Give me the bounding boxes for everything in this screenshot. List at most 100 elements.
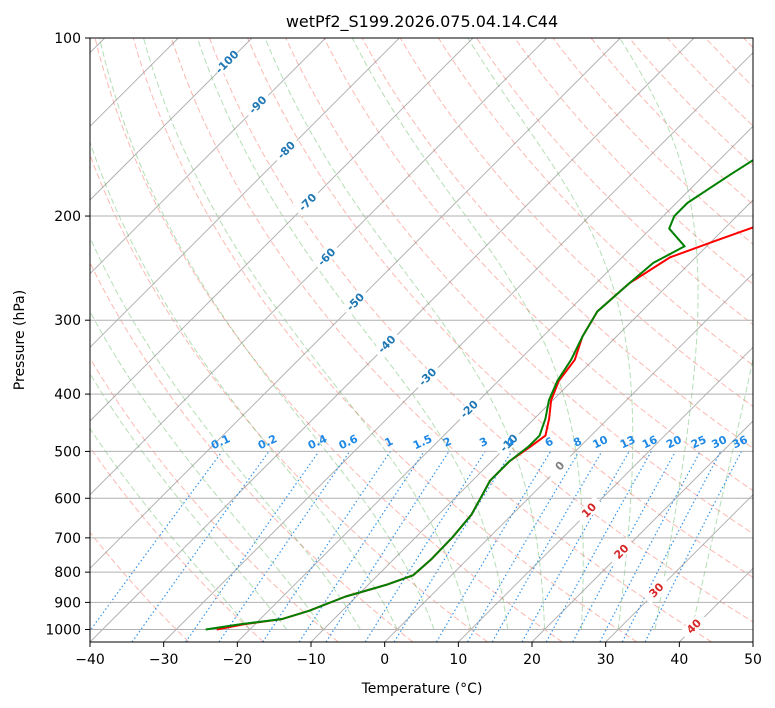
mixing-ratio-label: 1 xyxy=(383,435,395,450)
isotherm-line xyxy=(163,51,753,642)
mixing-ratio-line xyxy=(599,451,701,642)
moist-adiabat xyxy=(691,356,753,630)
mixing-ratio-label: 30 xyxy=(710,433,730,451)
mixing-ratio-line xyxy=(466,451,580,642)
dry-adiabat xyxy=(90,153,488,642)
x-tick-label: 30 xyxy=(597,652,615,668)
mixing-ratio-label: 0.4 xyxy=(306,432,329,452)
dry-adiabat xyxy=(90,446,264,642)
isotherm-label-bg xyxy=(271,135,301,165)
mixing-ratio-line xyxy=(621,451,722,642)
mixing-ratio-label-text: 13 xyxy=(618,433,637,451)
isotherm-line xyxy=(90,38,621,570)
isotherm-label-bg xyxy=(212,47,241,76)
isotherm-line xyxy=(752,641,753,642)
isotherm-label-bg xyxy=(413,362,442,391)
mixing-ratio-line xyxy=(325,451,450,642)
dry-adiabat xyxy=(323,38,753,492)
isotherm-line xyxy=(384,272,753,642)
isotherm-label-bg xyxy=(494,428,523,458)
mixing-ratio-line xyxy=(435,451,552,642)
isotherm-label-bg xyxy=(679,612,708,641)
moist-adiabat xyxy=(90,236,361,630)
isotherm-line xyxy=(605,493,753,642)
dry-adiabat xyxy=(90,531,190,642)
mixing-ratio-line xyxy=(545,451,652,642)
mixing-ratio-line xyxy=(90,451,223,632)
isotherm-label: 30 xyxy=(642,575,671,605)
mixing-ratio-label-text: 3 xyxy=(477,435,489,450)
moist-adiabat xyxy=(196,38,509,630)
mixing-ratio-label: 3 xyxy=(477,435,489,450)
mixing-ratio-label-text: 36 xyxy=(730,433,750,451)
y-axis-title: Pressure (hPa) xyxy=(12,290,28,390)
dry-adiabat xyxy=(514,38,753,285)
isotherm-label-bg xyxy=(454,394,484,424)
dry-adiabat xyxy=(90,357,339,642)
dry-adiabat xyxy=(208,38,753,623)
mixing-ratio-label: 13 xyxy=(618,433,637,451)
mixing-ratio-label: 25 xyxy=(689,433,708,451)
mixing-ratio-line xyxy=(521,451,630,642)
dewpoint-line xyxy=(205,159,753,631)
mixing-ratio-label-text: 25 xyxy=(689,433,708,451)
y-tick-label: 500 xyxy=(54,444,81,460)
mixing-ratio-line xyxy=(572,451,677,642)
x-tick-label: −20 xyxy=(223,652,253,668)
isotherm-label-bg xyxy=(642,575,671,605)
profile-lines xyxy=(205,159,753,631)
y-tick-label: 900 xyxy=(54,595,81,611)
y-tick-label: 100 xyxy=(54,31,81,47)
mixing-ratio-line xyxy=(298,451,425,642)
mixing-ratio-line xyxy=(218,451,351,642)
mixing-ratio-label-text: 20 xyxy=(664,433,684,451)
dry-adiabat xyxy=(437,38,753,366)
background-lines xyxy=(90,25,775,642)
y-tick-label: 1000 xyxy=(45,622,81,638)
mixing-ratio-label-text: 1 xyxy=(383,435,395,450)
isotherm-line xyxy=(457,346,753,642)
mixing-ratio-line xyxy=(185,451,320,642)
mixing-ratio-label: 20 xyxy=(664,433,684,451)
chart-title: wetPf2_S199.2026.075.04.14.C44 xyxy=(286,12,558,32)
dry-adiabat xyxy=(590,38,753,206)
isotherm-label-bg xyxy=(372,329,401,359)
y-tick-label: 600 xyxy=(54,491,81,507)
moist-adiabat xyxy=(467,38,634,630)
x-tick-label: −10 xyxy=(296,652,326,668)
mixing-ratio-label-text: 8 xyxy=(571,435,583,450)
mixing-ratio-label-text: 30 xyxy=(710,433,730,451)
isotherm-label: -30 xyxy=(413,362,442,391)
isotherm-line xyxy=(531,420,753,642)
moist-adiabat xyxy=(619,38,699,630)
moist-adiabat xyxy=(90,427,251,630)
x-tick-label: 40 xyxy=(670,652,688,668)
mixing-ratio-line xyxy=(262,451,391,642)
mixing-ratio-line xyxy=(644,451,743,642)
mixing-ratio-line xyxy=(393,451,513,642)
mixing-ratio-label-text: 6 xyxy=(543,435,556,450)
moist-adiabat xyxy=(351,38,584,630)
moist-adiabat xyxy=(143,38,472,630)
dry-adiabat xyxy=(361,38,753,449)
isotherm-label-bg xyxy=(243,90,272,119)
mixing-ratio-line xyxy=(131,451,270,642)
isotherm-line xyxy=(90,38,474,422)
y-tick-label: 300 xyxy=(54,313,81,329)
x-tick-label: 0 xyxy=(380,652,389,668)
mixing-ratio-label: 6 xyxy=(543,435,556,450)
dry-adiabat xyxy=(666,38,753,127)
isotherm-line xyxy=(90,38,548,496)
axis-ticks: −40 −30 −20 −10 0 10 20 30 40 5010020030040050060… xyxy=(45,31,762,668)
y-tick-label: 400 xyxy=(54,387,81,403)
moist-adiabat xyxy=(99,38,435,630)
dry-adiabat xyxy=(285,38,753,535)
y-tick-label: 800 xyxy=(54,565,81,581)
dry-adiabat xyxy=(769,25,775,642)
mixing-ratio-label: 8 xyxy=(571,435,583,450)
plot-frame xyxy=(89,37,754,643)
x-tick-label: −30 xyxy=(149,652,179,668)
mixing-ratio-label: 0.1 xyxy=(209,432,232,452)
moist-adiabat xyxy=(264,38,546,630)
moist-adiabat xyxy=(90,372,288,630)
